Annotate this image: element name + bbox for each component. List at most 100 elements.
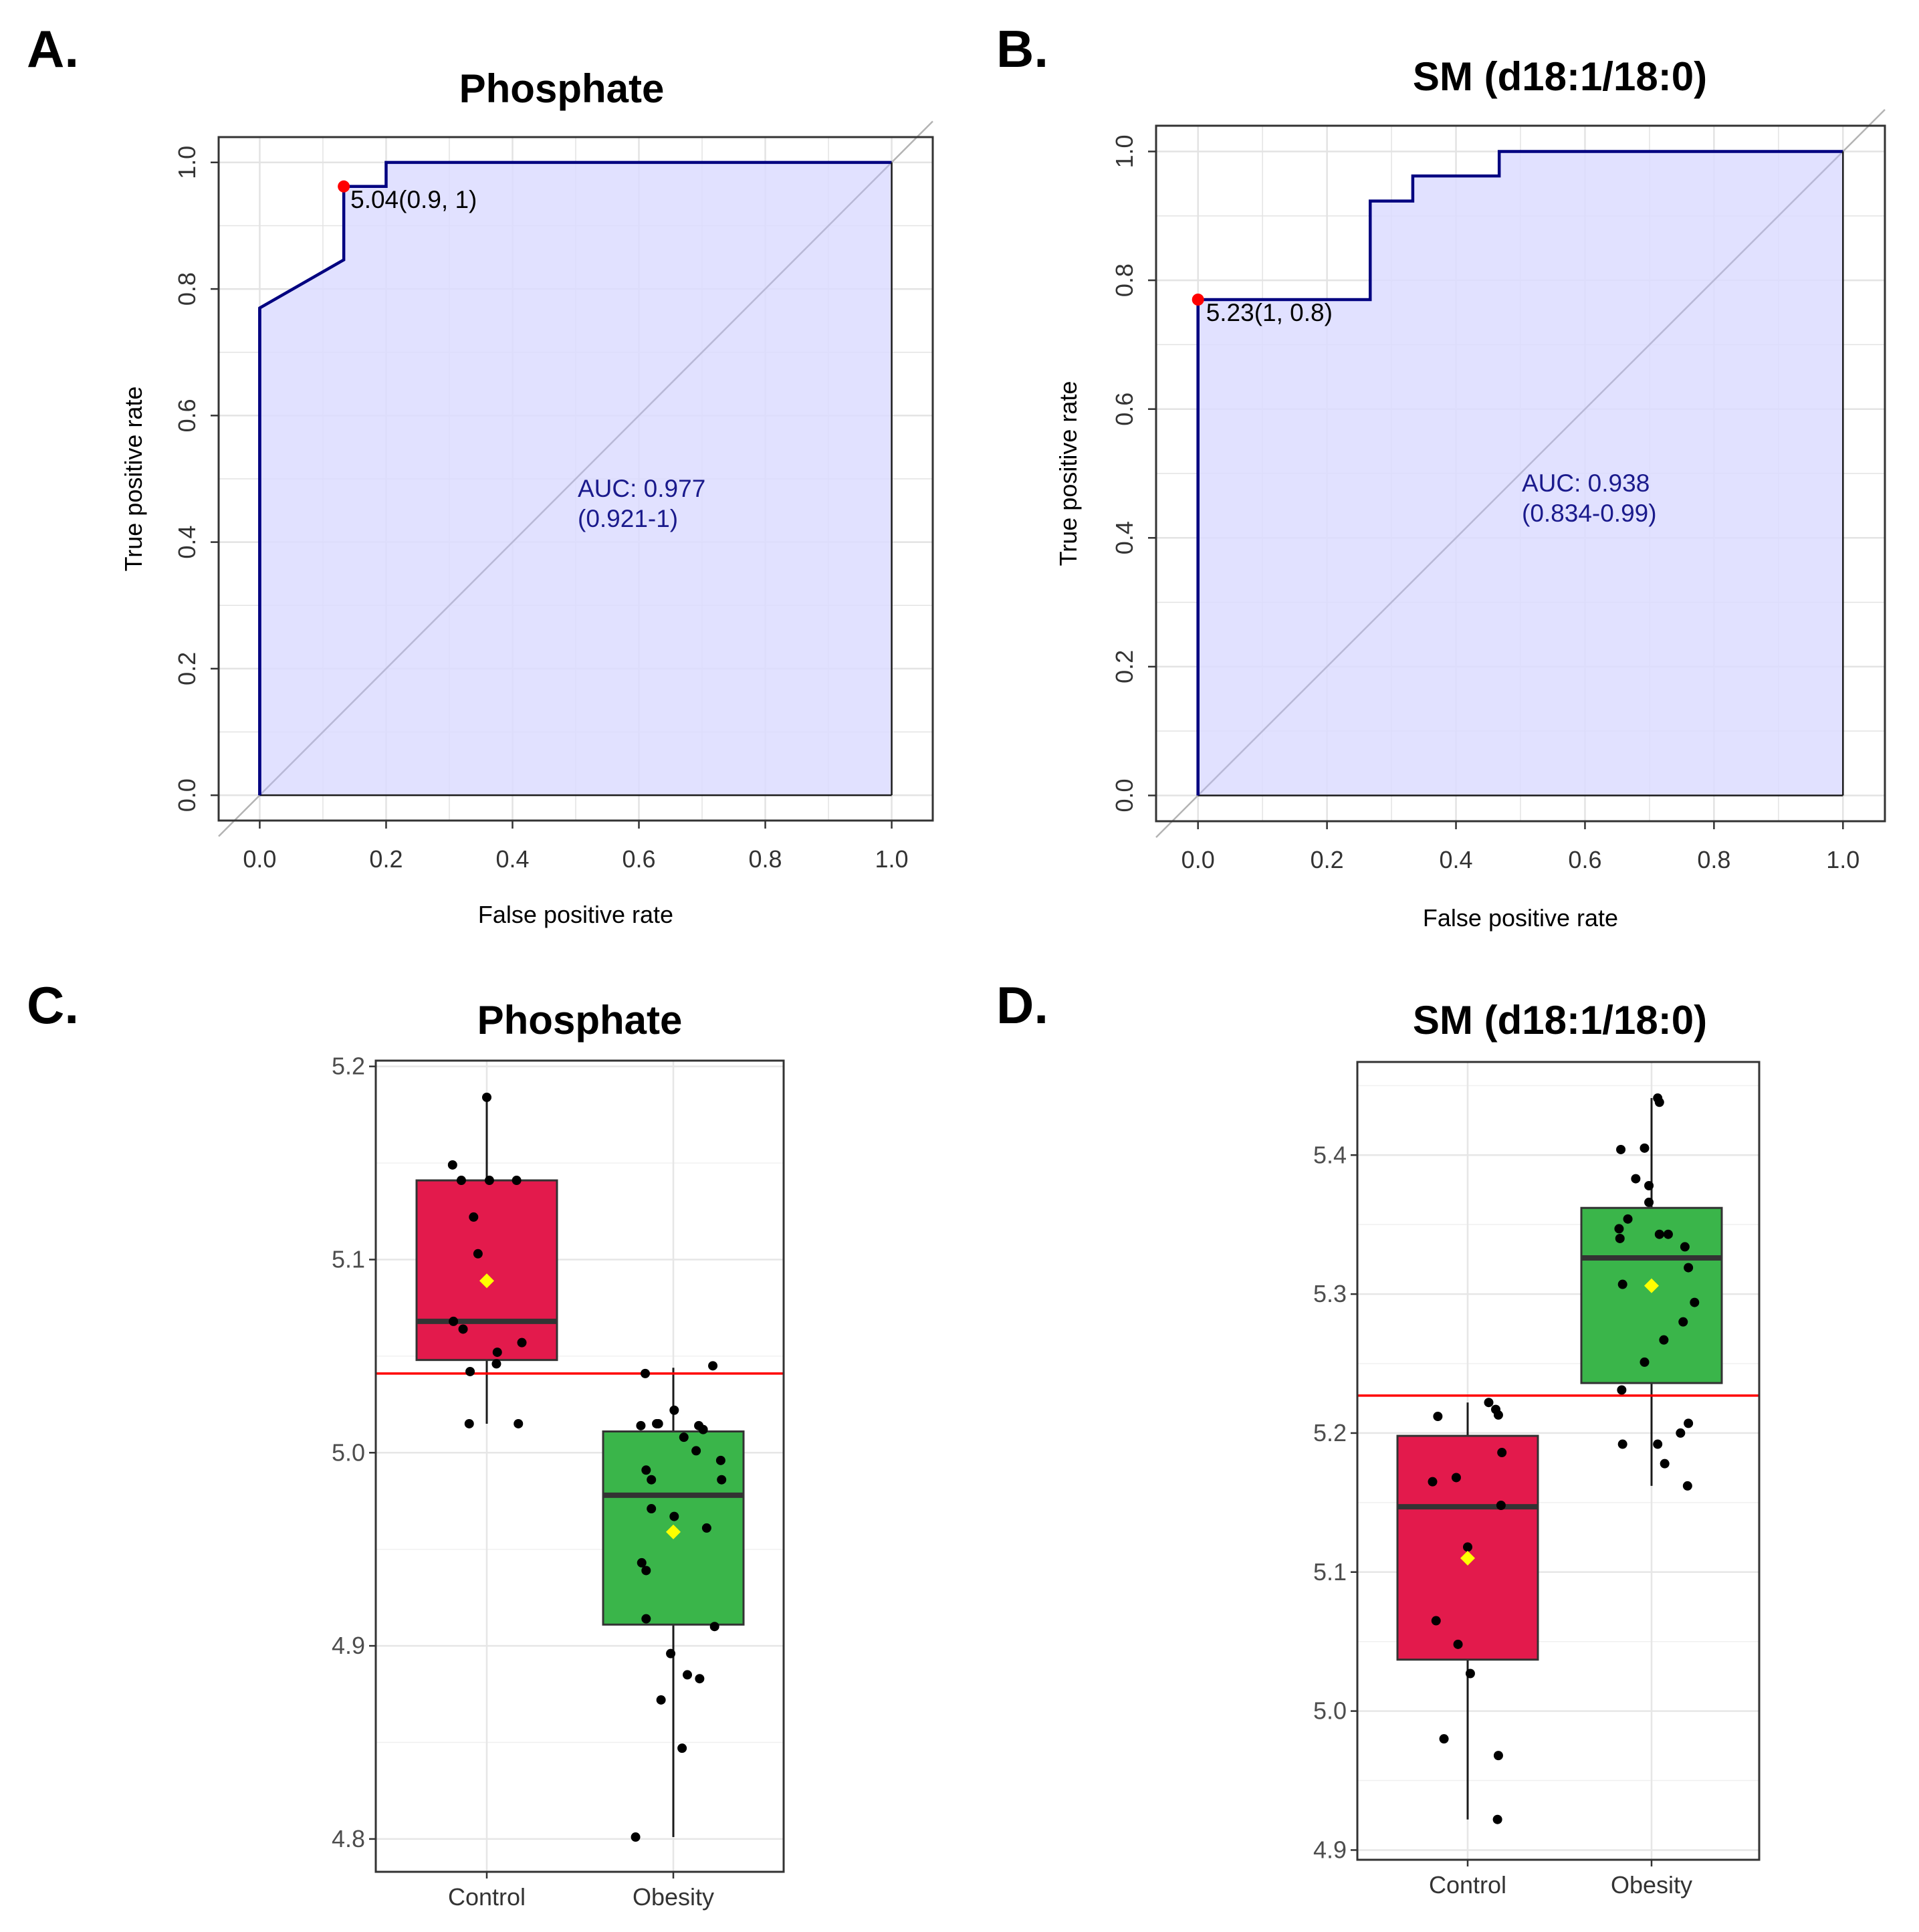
- data-point: [1493, 1410, 1503, 1420]
- data-point: [1433, 1411, 1443, 1421]
- data-point: [1654, 1097, 1664, 1107]
- data-point: [458, 1324, 468, 1334]
- data-point: [1465, 1669, 1475, 1679]
- data-point: [1644, 1197, 1654, 1207]
- data-point: [1615, 1233, 1625, 1243]
- auc-label: AUC: 0.938: [1522, 469, 1650, 497]
- cutoff-label: 5.04(0.9, 1): [350, 186, 477, 213]
- data-point: [641, 1368, 650, 1378]
- data-point: [647, 1504, 657, 1514]
- x-category-label: Obesity: [1611, 1871, 1692, 1899]
- data-point: [514, 1418, 524, 1428]
- panel-label-d: D.: [996, 976, 1048, 1035]
- mean-marker: [1460, 1550, 1475, 1566]
- data-point: [447, 1160, 457, 1170]
- x-tick-label: 0.0: [243, 845, 276, 873]
- plot-area: 5.04(0.9, 1) AUC: 0.977 (0.921-1): [218, 120, 933, 837]
- y-tick-label: 0.2: [1111, 650, 1138, 683]
- y-tick-label: 5.3: [1313, 1280, 1347, 1307]
- cutoff-point: [1192, 294, 1204, 306]
- data-point: [1428, 1477, 1438, 1487]
- data-point: [695, 1674, 705, 1684]
- chart-title: SM (d18:1/18:0): [1413, 54, 1707, 99]
- data-point: [1614, 1224, 1624, 1234]
- data-point: [1659, 1335, 1669, 1345]
- y-tick-label: 5.0: [1313, 1697, 1347, 1725]
- y-tick-label: 0.6: [1111, 393, 1138, 426]
- x-tick-label: 0.2: [369, 845, 403, 873]
- data-point: [1644, 1180, 1654, 1190]
- data-point: [1497, 1448, 1507, 1458]
- box-control: [415, 1179, 558, 1362]
- diagonal-over-fill: [1197, 150, 1844, 796]
- diagonal-over-fill: [259, 161, 893, 796]
- data-point: [1439, 1734, 1449, 1744]
- data-point: [1631, 1174, 1641, 1184]
- data-point: [1451, 1473, 1461, 1483]
- data-point: [631, 1832, 641, 1842]
- data-point: [512, 1176, 522, 1186]
- data-point: [492, 1348, 502, 1358]
- data-point: [1640, 1357, 1650, 1367]
- y-tick-label: 4.9: [1313, 1836, 1347, 1863]
- data-point: [1493, 1751, 1503, 1761]
- roc-chart-phosphate: Phosphate 5.04(0.9, 1) AUC: 0.977 (0.921-1…: [120, 66, 934, 928]
- y-tick-label: 0.0: [1111, 778, 1138, 812]
- data-point: [683, 1670, 692, 1680]
- data-point: [709, 1622, 719, 1632]
- data-point: [1654, 1229, 1664, 1239]
- x-tick-label: 0.4: [495, 845, 529, 873]
- y-tick-label: 0.0: [173, 778, 201, 812]
- chart-title: SM (d18:1/18:0): [1413, 998, 1707, 1043]
- auc-label: AUC: 0.977: [578, 475, 705, 502]
- y-tick-label: 0.4: [1111, 521, 1138, 554]
- data-point: [715, 1455, 725, 1465]
- mean-marker: [666, 1524, 681, 1539]
- data-point: [469, 1212, 479, 1222]
- data-point: [1617, 1279, 1627, 1289]
- y-tick-label: 0.8: [173, 272, 201, 306]
- data-point: [666, 1648, 676, 1658]
- axis-ticks: 0.0 0.0 0.2 0.2 0.4 0.4 0.6 0.6 0.8 0.8 1.0 1.0: [1111, 134, 1859, 873]
- data-point: [669, 1511, 679, 1521]
- x-axis-title: False positive rate: [1423, 904, 1618, 932]
- axis-ticks: 4.9 5.0 5.1 5.2 5.3 5.4 Control Obesity: [1313, 1141, 1692, 1899]
- data-point: [1640, 1143, 1650, 1153]
- axis-ticks: 4.8 4.9 5.0 5.1 5.2 Control Obesity: [332, 1053, 714, 1911]
- data-point: [641, 1465, 651, 1475]
- roc-curve: [1196, 150, 1843, 796]
- data-point: [691, 1446, 701, 1456]
- data-point: [677, 1743, 687, 1753]
- data-point: [456, 1176, 466, 1186]
- x-tick-label: 1.0: [875, 845, 909, 873]
- data-point: [465, 1366, 475, 1376]
- data-point: [1484, 1398, 1494, 1408]
- data-point: [708, 1361, 718, 1371]
- x-tick-label: 0.8: [749, 845, 782, 873]
- data-point: [1676, 1428, 1686, 1438]
- box-obesity: [1580, 1206, 1723, 1384]
- data-point: [491, 1359, 501, 1369]
- data-point: [1617, 1439, 1627, 1449]
- data-point: [641, 1614, 651, 1624]
- data-point: [1623, 1214, 1633, 1224]
- y-tick-label: 0.8: [1111, 263, 1138, 297]
- x-tick-label: 0.0: [1181, 846, 1215, 873]
- y-tick-label: 5.2: [332, 1053, 365, 1080]
- auc-ci-label: (0.921-1): [578, 505, 678, 532]
- data-point: [647, 1475, 657, 1485]
- mean-marker: [1644, 1278, 1659, 1293]
- data-point: [637, 1558, 647, 1568]
- data-point: [717, 1475, 727, 1485]
- x-tick-label: 1.0: [1826, 846, 1859, 873]
- y-tick-label: 0.4: [173, 526, 201, 559]
- x-tick-label: 0.4: [1440, 846, 1473, 873]
- y-tick-label: 5.0: [332, 1438, 365, 1466]
- data-point: [473, 1249, 483, 1259]
- data-point: [1453, 1639, 1463, 1649]
- plot-area: [1357, 1093, 1759, 1824]
- data-point: [1431, 1616, 1441, 1626]
- roc-chart-sm: SM (d18:1/18:0) 5.23(1, 0.8) AUC: 0.938 (0…: [1054, 54, 1886, 932]
- data-point: [698, 1424, 708, 1434]
